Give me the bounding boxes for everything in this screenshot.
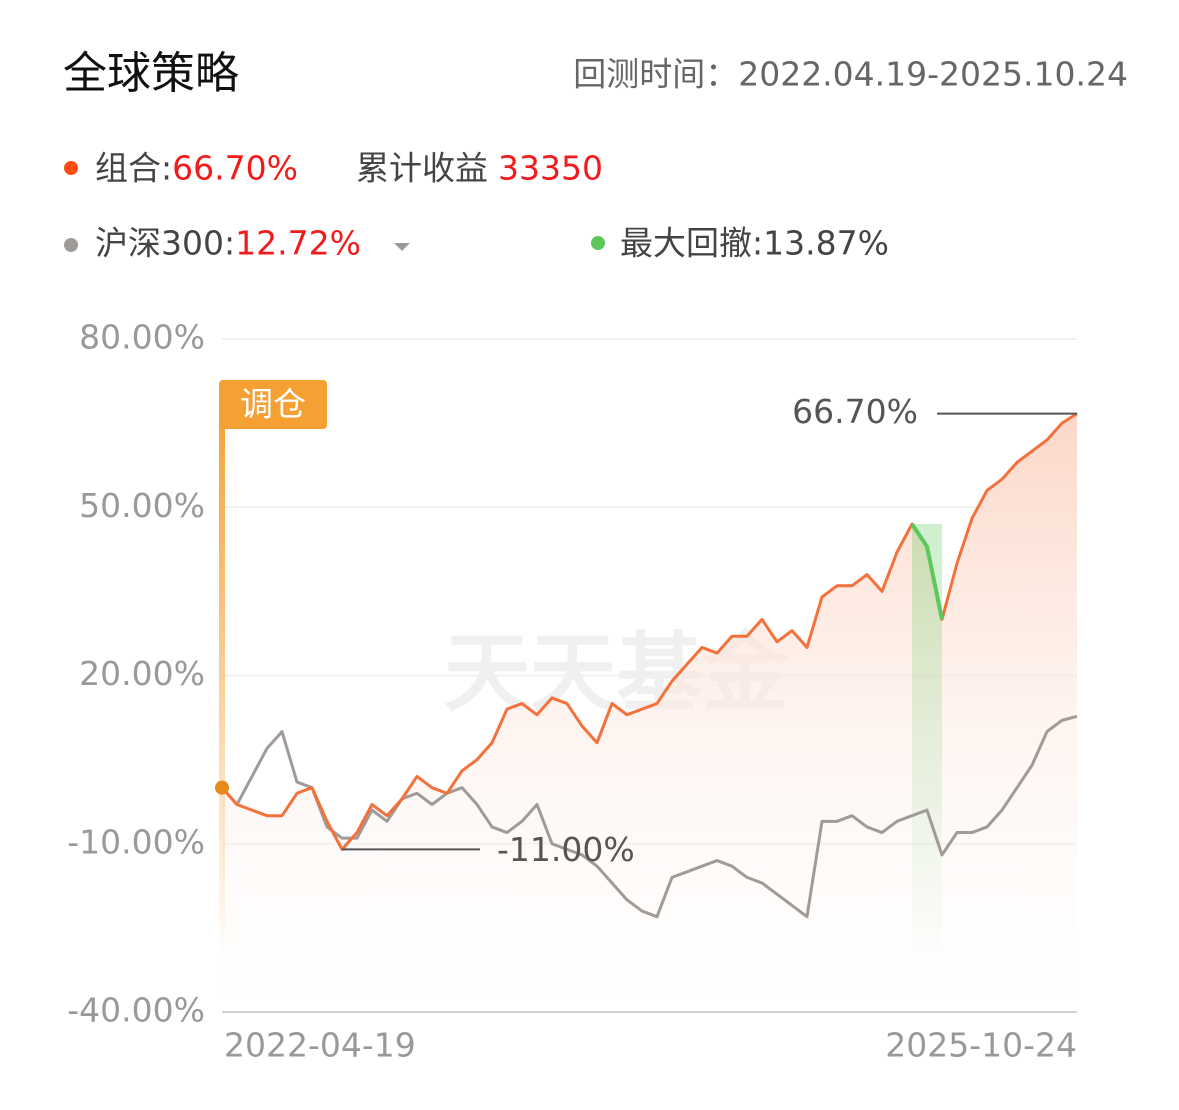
- min-label: -11.00%: [497, 830, 635, 869]
- start-dot: [215, 780, 229, 795]
- line: [220, 714, 1078, 919]
- title: 全球策略: [63, 48, 239, 99]
- dropdown-arrow[interactable]: [394, 243, 410, 251]
- max-label: 66.70%: [792, 392, 918, 431]
- legend-dot: [591, 236, 605, 250]
- area: [222, 413, 1077, 1012]
- legend-dot: [64, 161, 78, 175]
- rebalance-badge[interactable]: [219, 380, 327, 429]
- legend-value: 12.72%: [235, 224, 361, 263]
- rebalance-label: 调仓: [240, 385, 306, 424]
- x-tick-label: 2025-10-24: [885, 1026, 1077, 1065]
- y-tick-label: 50.00%: [79, 486, 205, 525]
- y-tick-label: -40.00%: [67, 991, 205, 1030]
- legend-label: 组合:: [95, 149, 172, 188]
- legend-label: 最大回撤:13.87%: [620, 224, 889, 263]
- rebalance-bar: [219, 400, 225, 960]
- legend-value: 66.70%: [172, 149, 298, 188]
- y-tick-label: 80.00%: [79, 318, 205, 357]
- legend-dot: [64, 238, 78, 252]
- y-tick-label: -10.00%: [67, 822, 205, 861]
- drawdown-segment: [910, 522, 944, 620]
- x-tick-label: 2022-04-19: [224, 1026, 416, 1065]
- y-tick-label: 20.00%: [79, 654, 205, 693]
- cumulative-value: 33350: [498, 149, 603, 188]
- legend-label: 沪深300:: [95, 224, 235, 263]
- cumulative-label: 累计收益: [356, 149, 488, 188]
- period: 回测时间：2022.04.19-2025.10.24: [573, 55, 1128, 94]
